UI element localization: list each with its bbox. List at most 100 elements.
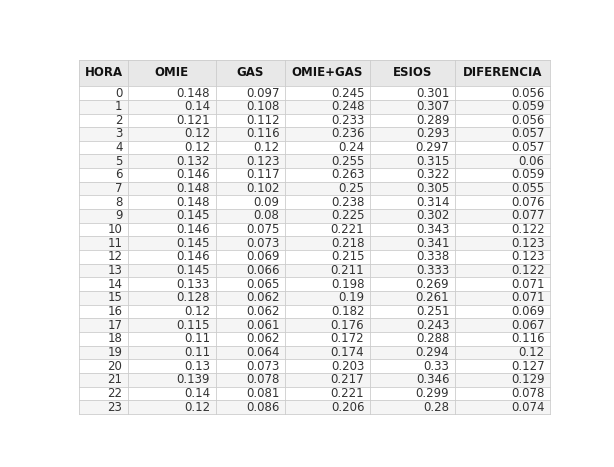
Text: 12: 12 <box>107 250 122 263</box>
Text: 0.25: 0.25 <box>338 182 364 195</box>
Text: 6: 6 <box>115 169 122 182</box>
Text: 0.067: 0.067 <box>511 318 545 332</box>
Text: 15: 15 <box>107 291 122 304</box>
Text: 0: 0 <box>115 86 122 99</box>
Text: 0.117: 0.117 <box>246 169 279 182</box>
Text: 2: 2 <box>115 114 122 127</box>
Text: 0.289: 0.289 <box>416 114 449 127</box>
Text: 0.182: 0.182 <box>331 305 364 318</box>
Text: 0.14: 0.14 <box>184 387 210 400</box>
Text: OMIE+GAS: OMIE+GAS <box>292 66 363 79</box>
Text: 22: 22 <box>107 387 122 400</box>
Text: 0.12: 0.12 <box>184 305 210 318</box>
Text: 0.263: 0.263 <box>331 169 364 182</box>
Text: 0.129: 0.129 <box>511 373 545 386</box>
Text: 0.293: 0.293 <box>416 127 449 141</box>
Text: 0.217: 0.217 <box>331 373 364 386</box>
Text: 13: 13 <box>107 264 122 277</box>
Text: 0.059: 0.059 <box>511 100 545 113</box>
Bar <box>79 250 550 264</box>
Bar <box>79 100 550 113</box>
Bar <box>79 141 550 155</box>
Text: 0.12: 0.12 <box>184 401 210 413</box>
Bar <box>79 346 550 359</box>
Text: 0.243: 0.243 <box>416 318 449 332</box>
Text: 0.225: 0.225 <box>331 209 364 222</box>
Text: 0.145: 0.145 <box>176 264 210 277</box>
Text: 0.33: 0.33 <box>424 360 449 373</box>
Bar <box>79 332 550 346</box>
Text: 0.203: 0.203 <box>331 360 364 373</box>
Text: 0.315: 0.315 <box>416 155 449 168</box>
Bar <box>79 86 550 100</box>
Text: 10: 10 <box>107 223 122 236</box>
Bar <box>79 318 550 332</box>
Text: 9: 9 <box>115 209 122 222</box>
Text: 23: 23 <box>107 401 122 413</box>
Bar <box>79 155 550 168</box>
Text: 0.071: 0.071 <box>511 278 545 290</box>
Bar <box>79 359 550 373</box>
Bar <box>79 264 550 277</box>
Bar <box>79 209 550 223</box>
Text: 0.062: 0.062 <box>246 305 279 318</box>
Text: 0.211: 0.211 <box>331 264 364 277</box>
Text: 4: 4 <box>115 141 122 154</box>
Text: 0.073: 0.073 <box>246 237 279 250</box>
Text: 0.288: 0.288 <box>416 332 449 345</box>
Text: 0.08: 0.08 <box>254 209 279 222</box>
Text: 0.108: 0.108 <box>246 100 279 113</box>
Text: 0.218: 0.218 <box>331 237 364 250</box>
Text: 0.215: 0.215 <box>331 250 364 263</box>
Text: 0.075: 0.075 <box>246 223 279 236</box>
Text: 0.198: 0.198 <box>331 278 364 290</box>
Text: 0.062: 0.062 <box>246 332 279 345</box>
Bar <box>79 387 550 400</box>
Text: 0.122: 0.122 <box>511 264 545 277</box>
Text: 0.238: 0.238 <box>331 196 364 209</box>
Text: GAS: GAS <box>236 66 264 79</box>
Text: 0.059: 0.059 <box>511 169 545 182</box>
Text: 0.24: 0.24 <box>338 141 364 154</box>
Bar <box>79 127 550 141</box>
Text: 0.255: 0.255 <box>331 155 364 168</box>
Text: 0.346: 0.346 <box>416 373 449 386</box>
Text: 0.116: 0.116 <box>511 332 545 345</box>
Text: 0.233: 0.233 <box>331 114 364 127</box>
Text: 0.086: 0.086 <box>246 401 279 413</box>
Text: 0.081: 0.081 <box>246 387 279 400</box>
Text: 18: 18 <box>107 332 122 345</box>
Text: 0.076: 0.076 <box>511 196 545 209</box>
Text: 0.299: 0.299 <box>416 387 449 400</box>
Text: 0.127: 0.127 <box>511 360 545 373</box>
Text: 0.221: 0.221 <box>331 223 364 236</box>
Text: 0.123: 0.123 <box>511 237 545 250</box>
Text: 0.341: 0.341 <box>416 237 449 250</box>
Text: 0.123: 0.123 <box>511 250 545 263</box>
Text: 17: 17 <box>107 318 122 332</box>
Text: 20: 20 <box>107 360 122 373</box>
Text: 0.302: 0.302 <box>416 209 449 222</box>
Text: 0.078: 0.078 <box>246 373 279 386</box>
Text: 0.19: 0.19 <box>338 291 364 304</box>
Text: 0.115: 0.115 <box>176 318 210 332</box>
Text: 1: 1 <box>115 100 122 113</box>
Text: OMIE: OMIE <box>155 66 189 79</box>
Text: 14: 14 <box>107 278 122 290</box>
Text: 19: 19 <box>107 346 122 359</box>
Text: 0.056: 0.056 <box>511 86 545 99</box>
Text: 0.236: 0.236 <box>331 127 364 141</box>
Bar <box>79 291 550 304</box>
Text: 0.064: 0.064 <box>246 346 279 359</box>
Text: 0.128: 0.128 <box>176 291 210 304</box>
Text: 0.261: 0.261 <box>416 291 449 304</box>
Text: 0.338: 0.338 <box>416 250 449 263</box>
Text: 0.248: 0.248 <box>331 100 364 113</box>
Text: 0.122: 0.122 <box>511 223 545 236</box>
Text: 0.116: 0.116 <box>246 127 279 141</box>
Text: 0.28: 0.28 <box>423 401 449 413</box>
Bar <box>79 236 550 250</box>
Text: 7: 7 <box>115 182 122 195</box>
Bar <box>79 182 550 195</box>
Text: 0.065: 0.065 <box>246 278 279 290</box>
